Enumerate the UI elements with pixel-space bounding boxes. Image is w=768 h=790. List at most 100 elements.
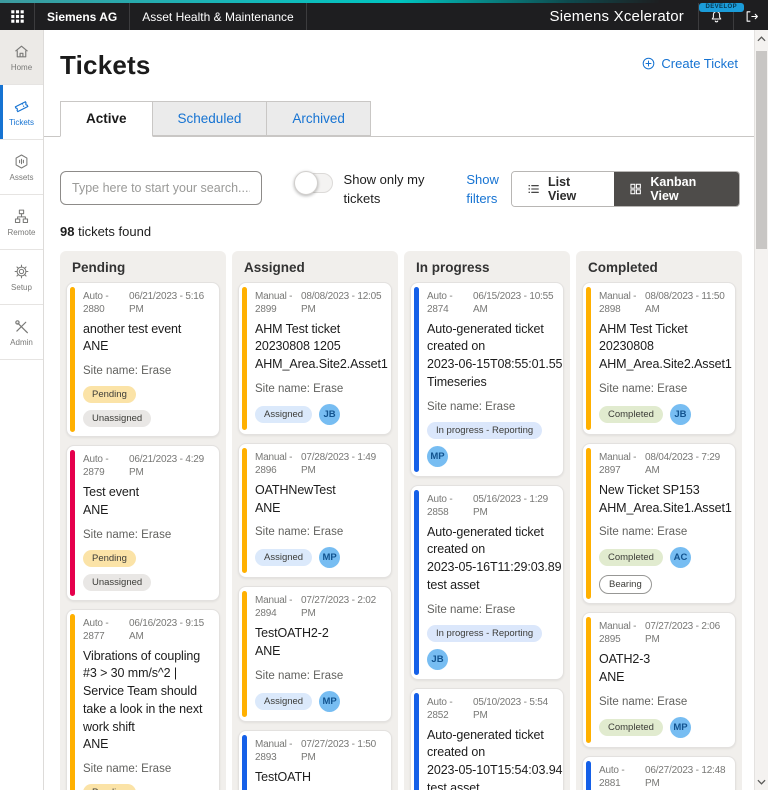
my-tickets-toggle[interactable] [293, 171, 334, 195]
column-cards: Auto -2880 06/21/2023 - 5:16 PM another te… [60, 281, 226, 790]
controls-row: Show only my tickets Show filters List V… [60, 171, 740, 209]
logout-button[interactable] [734, 3, 768, 30]
scroll-thumb[interactable] [756, 51, 767, 249]
view-switcher: List View Kanban View [510, 171, 740, 207]
ticket-asset: test asset [427, 577, 480, 592]
kanban-column-assigned: Assigned Manual -2899 08/08/2023 - 12:05 P… [232, 250, 398, 790]
results-count-number: 98 [60, 223, 75, 239]
page-header: Tickets Create Ticket [44, 30, 754, 81]
assignee-avatar: AC [669, 547, 691, 569]
ticket-card[interactable]: Manual -2897 08/04/2023 - 7:29 AM New Tick… [582, 442, 736, 605]
results-count-label: tickets found [74, 223, 152, 239]
column-header: Completed [588, 259, 658, 275]
tab-archived[interactable]: Archived [266, 101, 371, 136]
ticket-asset: AHM_Area.Site2.Asset1 [255, 357, 388, 372]
ticket-card[interactable]: Manual -2895 07/27/2023 - 2:06 PM OATH2-3 A… [582, 612, 736, 748]
app-title: Asset Health & Maintenance [142, 9, 294, 24]
bell-icon [711, 10, 721, 23]
ticket-date: 07/27/2023 - 1:50 PM [301, 738, 376, 763]
ticket-asset: ANE [83, 339, 109, 354]
kanban-view-button[interactable]: Kanban View [614, 172, 739, 206]
ticket-source-id: Auto -2880 [83, 290, 109, 315]
ticket-card[interactable]: Manual -2899 08/08/2023 - 12:05 PM AHM Tes… [238, 281, 392, 435]
notifications-button[interactable] [699, 3, 733, 30]
ticket-site-name: Site name: Erase [599, 382, 688, 395]
ticket-card[interactable]: Manual -2894 07/27/2023 - 2:02 PM TestOATH… [238, 586, 392, 722]
ticket-site-name: Site name: Erase [255, 526, 344, 539]
kanban-column-in-progress: In progress Auto -2874 06/15/2023 - 10:55 … [404, 250, 570, 790]
ticket-card[interactable]: Auto -2877 06/16/2023 - 9:15 AM Vibrations… [66, 608, 220, 790]
status-badge: Unassigned [83, 573, 152, 591]
tag-badge: Bearing [599, 575, 652, 595]
ticket-card[interactable]: Auto -2874 06/15/2023 - 10:55 AM Auto-gene… [410, 281, 564, 477]
sidebar-item-assets[interactable]: Assets [0, 140, 43, 195]
tab-active[interactable]: Active [60, 101, 153, 137]
scroll-down-button[interactable] [755, 773, 768, 790]
ticket-meta: Auto -2877 06/16/2023 - 9:15 AM [83, 617, 211, 643]
tab-scheduled[interactable]: Scheduled [151, 101, 268, 136]
priority-bar [70, 613, 75, 790]
sidebar-nav: Home Tickets Assets [0, 30, 44, 790]
ticket-card[interactable]: Auto -2880 06/21/2023 - 5:16 PM another te… [66, 281, 220, 438]
status-badge: Pending [83, 784, 136, 790]
search-input[interactable] [60, 171, 262, 205]
status-badge: In progress - Reporting [427, 421, 543, 439]
asset-hexagon-icon [15, 153, 28, 169]
ticket-card[interactable]: Manual -2893 07/27/2023 - 1:50 PM TestOATH… [238, 729, 392, 790]
create-ticket-label: Create Ticket [661, 56, 738, 71]
ticket-card[interactable]: Auto -2852 05/10/2023 - 5:54 PM Auto-gener… [410, 687, 564, 790]
vertical-scrollbar[interactable] [754, 30, 768, 790]
gear-icon [14, 264, 29, 278]
kanban-board: Pending Auto -2880 06/21/2023 - 5:16 PM ano… [60, 250, 742, 790]
kanban-column-completed: Completed Manual -2898 08/08/2023 - 11:50 … [576, 250, 742, 790]
ticket-source-id: Manual -2897 [599, 451, 637, 476]
ticket-title: Auto-generated ticket created on 2023-05… [427, 727, 563, 778]
chevron-down-icon [757, 779, 766, 785]
assignee-avatar: JB [319, 403, 341, 425]
ticket-date: 06/15/2023 - 10:55 AM [473, 290, 554, 315]
show-filters-link[interactable]: Show filters [466, 172, 499, 206]
ticket-date: 06/21/2023 - 5:16 PM [129, 290, 204, 315]
ticket-card[interactable]: Auto -2858 05/16/2023 - 1:29 PM Auto-gener… [410, 484, 564, 680]
ticket-badges: In progress - Reporting MP [427, 421, 555, 467]
ticket-site-name: Site name: Erase [599, 526, 688, 539]
ticket-card[interactable]: Manual -2898 08/08/2023 - 11:50 AM AHM Tes… [582, 281, 736, 435]
sidebar-item-remote[interactable]: Remote [0, 195, 43, 250]
priority-bar [414, 286, 419, 472]
ticket-asset: ANE [255, 644, 281, 659]
ticket-card[interactable]: Manual -2896 07/28/2023 - 1:49 PM OATHNewT… [238, 442, 392, 579]
ticket-title: another test event [83, 321, 182, 336]
ticket-date: 07/28/2023 - 1:49 PM [301, 451, 376, 476]
scroll-track[interactable] [755, 47, 768, 773]
assignee-avatar: MP [319, 547, 341, 569]
ticket-title: TestOATH [255, 769, 311, 784]
priority-bar [414, 692, 419, 790]
column-cards: Manual -2899 08/08/2023 - 12:05 PM AHM Tes… [232, 281, 398, 790]
sidebar-item-home[interactable]: Home [0, 30, 43, 85]
sidebar-item-label: Remote [7, 227, 36, 237]
topbar-divider [698, 3, 699, 30]
status-badge: In progress - Reporting [427, 624, 543, 642]
ticket-asset: Timeseries [427, 374, 487, 389]
app-launcher-button[interactable] [0, 3, 34, 30]
ticket-badges: Completed AC Bearing [599, 547, 727, 595]
list-view-button[interactable]: List View [511, 172, 615, 206]
ticket-title: OATH2-3 [599, 652, 651, 667]
sidebar-item-setup[interactable]: Setup [0, 250, 43, 305]
ticket-date: 05/10/2023 - 5:54 PM [473, 696, 548, 721]
create-ticket-button[interactable]: Create Ticket [641, 56, 738, 71]
status-badge: Unassigned [83, 410, 152, 428]
ticket-asset: ANE [83, 737, 109, 752]
sidebar-item-tickets[interactable]: Tickets [0, 85, 43, 140]
sidebar-item-admin[interactable]: Admin [0, 305, 43, 360]
ticket-card[interactable]: Auto -2879 06/21/2023 - 4:29 PM Test event… [66, 445, 220, 601]
ticket-badges: Completed JB [599, 403, 727, 425]
ticket-meta: Manual -2899 08/08/2023 - 12:05 PM [255, 290, 383, 316]
ticket-site-name: Site name: Erase [255, 382, 344, 395]
sidebar-item-label: Tickets [8, 117, 35, 127]
scroll-up-button[interactable] [755, 30, 768, 47]
ticket-site-name: Site name: Erase [83, 763, 172, 776]
